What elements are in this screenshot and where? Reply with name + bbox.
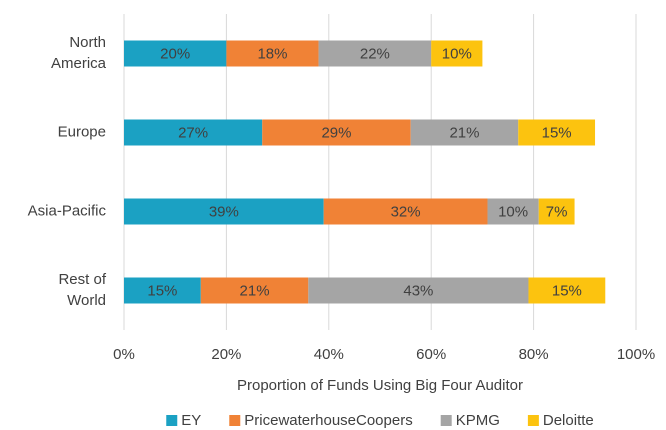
bar-segment [323, 198, 488, 225]
bar-segment [528, 277, 606, 304]
x-tick-label: 60% [416, 346, 446, 363]
data-label: 15% [542, 124, 572, 141]
data-label: 27% [178, 124, 208, 141]
data-label: 32% [391, 203, 421, 220]
legend: EY PricewaterhouseCoopers KPMG Deloitte [166, 412, 594, 429]
legend-label: EY [181, 412, 201, 429]
x-tick-label: 20% [211, 346, 241, 363]
legend-swatch [166, 415, 178, 426]
x-tick-label: 80% [519, 346, 549, 363]
data-label: 39% [209, 203, 239, 220]
data-label: 43% [403, 282, 433, 299]
legend-swatch [440, 415, 452, 426]
bar-segment [308, 277, 529, 304]
data-label: 15% [552, 282, 582, 299]
y-tick-label: Europe [58, 123, 106, 140]
bar-segment [318, 40, 432, 67]
bar-segment [262, 119, 411, 146]
y-tick-label: Rest of World [58, 271, 106, 309]
data-label: 20% [160, 45, 190, 62]
data-label: 10% [442, 45, 472, 62]
bar-segment [200, 277, 309, 304]
bar-segment [226, 40, 319, 67]
bar-segment [410, 119, 519, 146]
data-label: 18% [257, 45, 287, 62]
x-axis-label: Proportion of Funds Using Big Four Audit… [237, 377, 523, 394]
y-tick-label: North America [51, 34, 107, 72]
data-label: 29% [321, 124, 351, 141]
x-tick-label: 100% [617, 346, 655, 363]
bar-segment [487, 198, 539, 225]
legend-label: PricewaterhouseCoopers [244, 412, 412, 429]
data-label: 10% [498, 203, 528, 220]
bar-segment [518, 119, 596, 146]
data-label: 15% [147, 282, 177, 299]
data-label: 7% [546, 203, 568, 220]
bar-segment [124, 119, 263, 146]
data-label: 22% [360, 45, 390, 62]
x-tick-label: 40% [314, 346, 344, 363]
bar-segment [431, 40, 483, 67]
legend-swatch [527, 415, 539, 426]
bar-segment [124, 277, 201, 304]
data-label: 21% [449, 124, 479, 141]
bar-segment [124, 198, 324, 225]
data-label: 21% [240, 282, 270, 299]
legend-label: KPMG [456, 412, 500, 429]
legend-swatch [229, 415, 241, 426]
x-tick-label: 0% [113, 346, 135, 363]
y-tick-label: Asia-Pacific [28, 202, 107, 219]
bar-segment [538, 198, 575, 225]
bar-segment [124, 40, 227, 67]
legend-label: Deloitte [543, 412, 594, 429]
